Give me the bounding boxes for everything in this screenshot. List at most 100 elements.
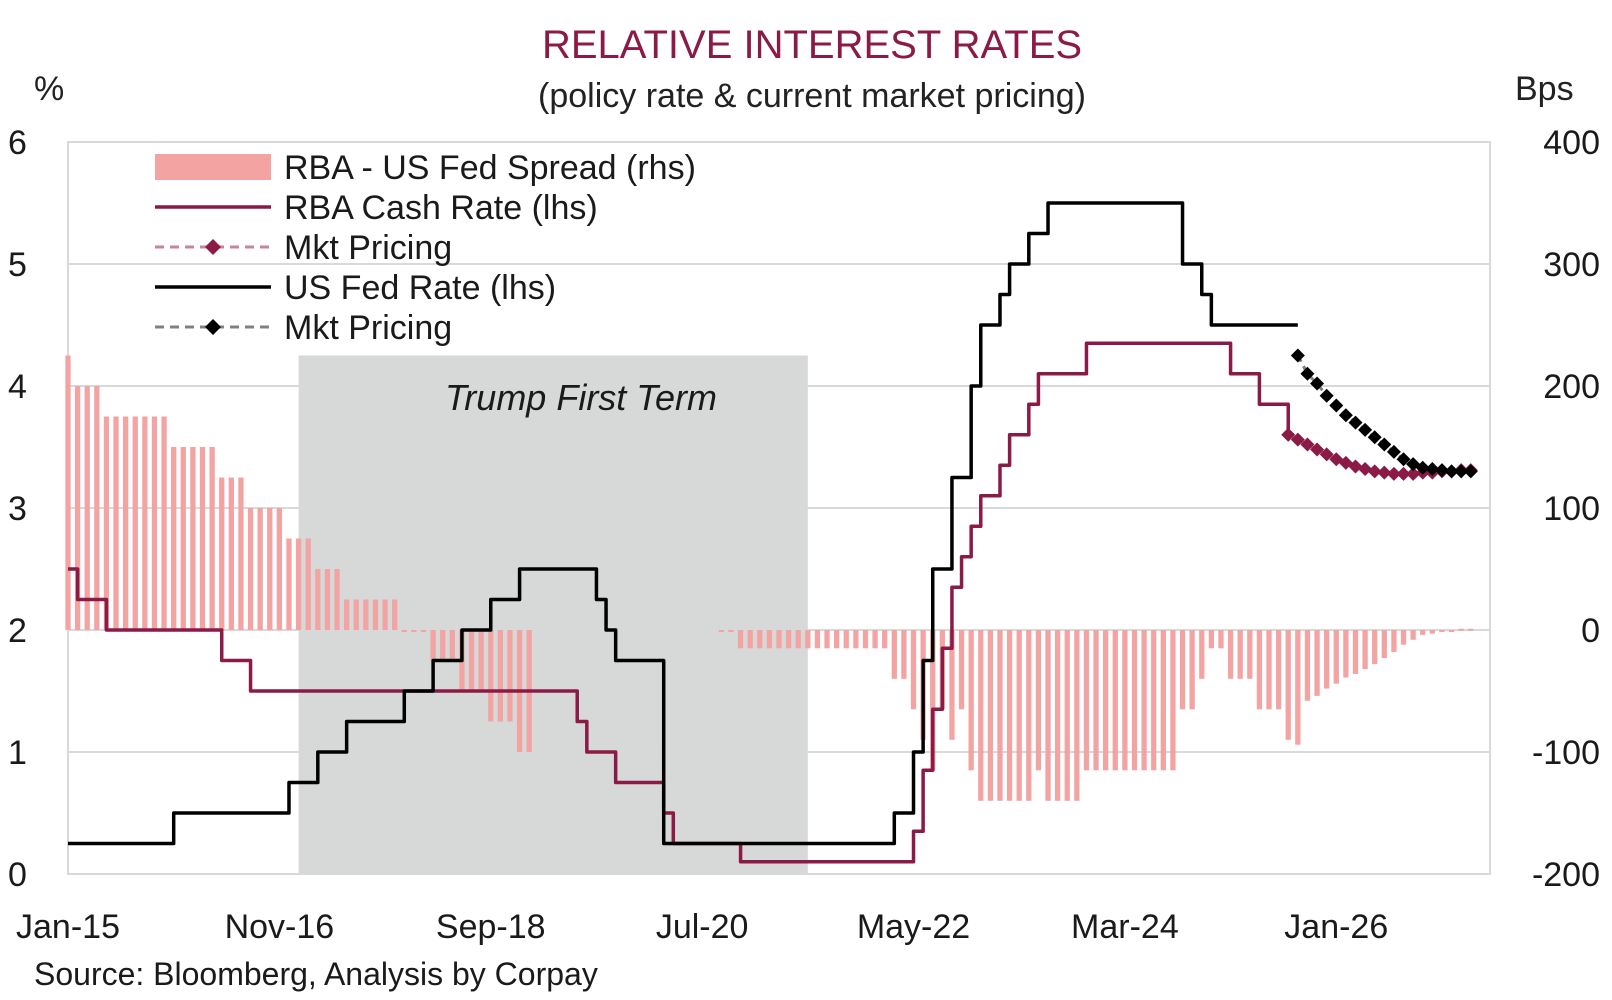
source-note: Source: Bloomberg, Analysis by Corpay (34, 956, 598, 992)
spread-bar (247, 508, 254, 630)
spread-bar (1199, 630, 1205, 679)
legend-swatch-diamond (205, 319, 221, 335)
spread-bar (1362, 630, 1368, 670)
spread-bar (257, 508, 263, 630)
spread-bar (1285, 630, 1291, 740)
fed-mkt-pricing-point (1300, 366, 1315, 381)
spread-bar (411, 630, 417, 632)
fed-mkt-pricing-point (1386, 444, 1401, 459)
spread-bar (507, 630, 513, 722)
rba-cash-rate-line (68, 341, 1290, 864)
spread-bar (795, 630, 801, 649)
spread-bar (997, 630, 1003, 801)
spread-bar (901, 630, 907, 679)
pricing-markers (1281, 348, 1478, 481)
spread-bar (862, 630, 869, 649)
legend-label: RBA - US Fed Spread (rhs) (284, 149, 696, 187)
right-axis-unit: Bps (1515, 70, 1574, 108)
spread-bar (1420, 630, 1426, 635)
right-tick-label: 200 (1543, 368, 1600, 406)
spread-bar (1295, 630, 1301, 745)
spread-bar (324, 569, 331, 630)
spread-bar (987, 630, 994, 801)
spread-bar (65, 355, 71, 630)
spread-bar (305, 538, 311, 630)
spread-bar (1074, 630, 1080, 801)
fed-mkt-pricing-point (1338, 408, 1353, 423)
spread-bar (440, 630, 446, 661)
x-tick-label: Nov-16 (225, 908, 335, 946)
spread-bar (430, 630, 436, 661)
fed-mkt-pricing-point (1425, 461, 1440, 476)
spread-bar (315, 569, 321, 630)
spread-bar (1372, 630, 1378, 665)
fed-mkt-pricing-point (1396, 452, 1411, 467)
spread-bar (1400, 630, 1407, 645)
spread-bar (180, 447, 186, 630)
right-tick-label: -100 (1532, 734, 1600, 772)
us-fed-rate-line (68, 201, 1298, 846)
spread-bar (1343, 630, 1349, 678)
spread-bar (785, 630, 792, 649)
rba-mkt-pricing-point (1386, 466, 1401, 481)
rba-mkt-pricing-point (1367, 464, 1382, 479)
rba-mkt-pricing-point (1281, 427, 1296, 442)
spread-bar (1410, 630, 1416, 640)
spread-bar (1275, 630, 1282, 710)
spread-bar (401, 630, 407, 632)
spread-bar (151, 416, 158, 630)
fed-mkt-pricing-point (1290, 348, 1305, 363)
x-tick-label: Jan-15 (16, 908, 120, 946)
spread-bar (891, 630, 897, 679)
spread-bar (267, 508, 273, 630)
spread-bar (1016, 630, 1022, 801)
spread-bar (113, 416, 119, 630)
legend-label: RBA Cash Rate (lhs) (284, 189, 598, 227)
spread-bar (276, 508, 283, 630)
spread-bar (747, 630, 753, 649)
spread-bar (949, 630, 955, 740)
spread-bar (1141, 630, 1147, 771)
spread-bar (1026, 630, 1032, 801)
legend-label: Mkt Pricing (284, 309, 452, 347)
rba-mkt-pricing-point (1396, 466, 1411, 481)
x-tick-label: Jan-26 (1284, 908, 1388, 946)
spread-bar (1227, 630, 1234, 679)
rba-mkt-pricing-point (1377, 465, 1392, 480)
fed-mkt-pricing-point (1348, 415, 1363, 430)
spread-bar (1429, 630, 1435, 634)
spread-bar (1266, 630, 1272, 710)
spread-bar (776, 630, 782, 649)
left-tick-label: 4 (8, 368, 27, 406)
spread-bar (392, 599, 398, 630)
spread-bar (74, 386, 81, 630)
spread-bar (1237, 630, 1243, 679)
right-tick-label: 100 (1543, 490, 1600, 528)
spread-bar (718, 630, 724, 632)
fed-mkt-pricing-point (1463, 464, 1478, 479)
right-tick-label: 300 (1543, 246, 1600, 284)
spread-bar (103, 416, 110, 630)
spread-bar (209, 447, 215, 630)
spread-bar (757, 630, 763, 649)
spread-bar (363, 599, 369, 630)
spread-bar (238, 477, 244, 630)
spread-bar (1458, 628, 1464, 631)
spread-bar (1083, 630, 1090, 771)
shaded-period-label: Trump First Term (445, 377, 717, 418)
spread-bar (1381, 630, 1387, 659)
spread-bar (1314, 630, 1320, 696)
left-tick-label: 0 (8, 856, 27, 894)
spread-bar (1103, 630, 1109, 771)
spread-bar (814, 630, 821, 649)
spread-bar (1131, 630, 1138, 771)
spread-bar (1304, 630, 1311, 701)
spread-bar (1189, 630, 1195, 710)
spread-bar (968, 630, 974, 771)
fed-mkt-pricing-point (1415, 460, 1430, 475)
legend-label: Mkt Pricing (284, 229, 452, 267)
spread-bar (219, 477, 225, 630)
spread-bar (728, 630, 734, 632)
spread-bar (1064, 630, 1070, 801)
